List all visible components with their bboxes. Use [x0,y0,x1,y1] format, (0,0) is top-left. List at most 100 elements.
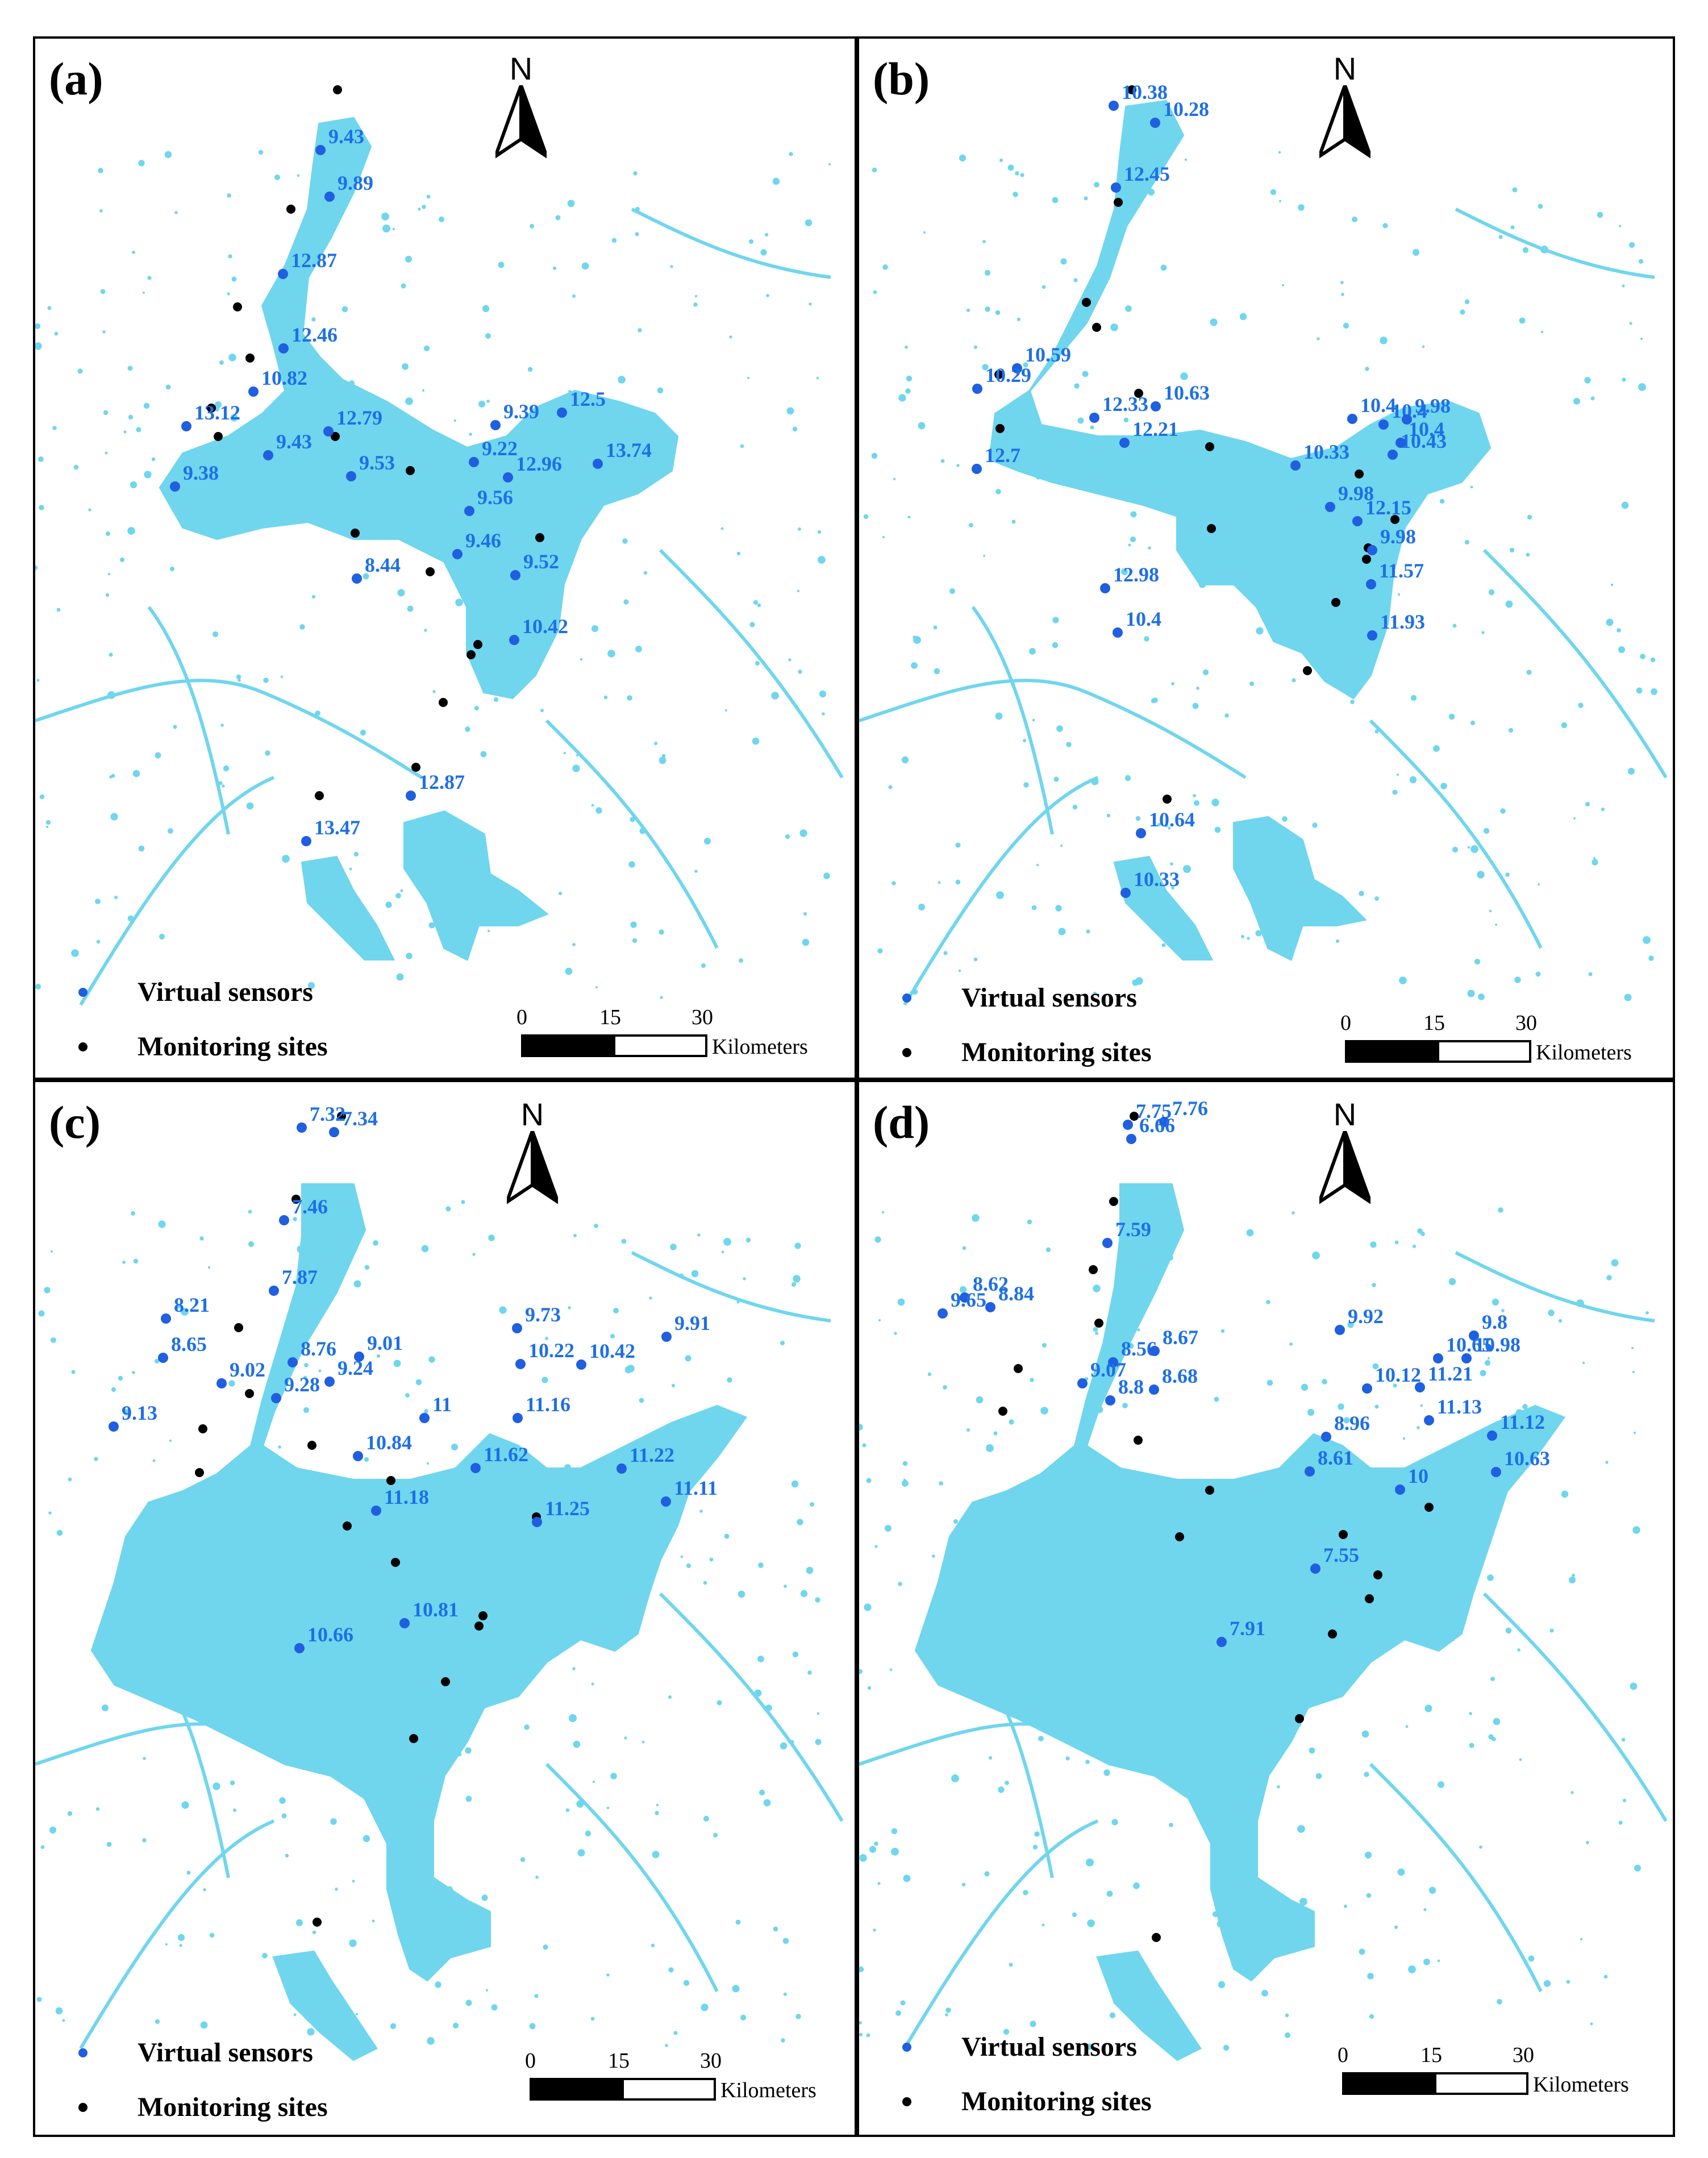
monitoring-site [1205,442,1214,451]
sensor-value-label: 8.61 [1318,1446,1353,1469]
sensor-value-label: 9.98 [1380,525,1416,548]
virtual-sensor [297,1122,307,1133]
scale-bar-white [622,2078,716,2101]
north-arrow-icon [1319,85,1370,159]
monitoring-site [1365,1594,1374,1603]
sensor-value-label: 10.81 [413,1598,459,1621]
sensor-value-label: 9.89 [338,172,373,194]
north-arrow-icon [495,85,547,159]
monitoring-site [535,533,544,542]
legend-virtual-sensors: Virtual sensors [961,2032,1137,2062]
sensor-value-label: 11.12 [1500,1411,1545,1433]
virtual-sensor [216,1378,227,1388]
panel-b: 10.38 10.28 12.45 10.59 10.29 12.7 12.33 10.63 1… [857,36,1675,1080]
virtual-sensor [288,1357,298,1367]
sensor-value-label: 9.98 [1338,482,1374,505]
monitoring-site [307,1441,316,1450]
north-label: N [1333,1096,1357,1132]
monitoring-site [1130,1112,1139,1121]
lake-map-a: 9.43 9.89 12.87 12.46 10.82 13.12 12.79 9.43 9.3… [35,85,844,1006]
sensor-value-label: 7.91 [1230,1617,1265,1640]
monitoring-site [1295,1714,1304,1723]
virtual-sensor [1366,579,1376,589]
monitoring-site [233,302,242,311]
monitoring-site [411,763,420,772]
legend-monitoring-sites: Monitoring sites [138,1032,328,1062]
monitoring-site [441,1677,450,1686]
virtual-sensor [515,1359,526,1369]
monitoring-site [1092,323,1101,332]
virtual-sensor-marker-icon [78,2048,88,2057]
virtual-sensor [616,1463,627,1474]
virtual-sensor [1108,1357,1118,1367]
virtual-sensor [1217,1637,1227,1647]
lake-body [90,1183,748,2061]
north-arrow-d: N [1319,1096,1370,1209]
sensor-value-label: 12.15 [1365,496,1411,519]
monitoring-site [406,466,415,475]
virtual-sensor [1310,1564,1320,1574]
panel-d: 7.75 7.76 6.66 7.59 8.62 9.65 8.84 8.56 8.67 9.07… [857,1080,1675,2137]
scale-tick-30: 30 [691,1005,713,1029]
sensor-value-label: 9.02 [230,1358,265,1381]
virtual-sensor [512,1323,522,1333]
monitoring-site [351,529,360,538]
virtual-sensor [1491,1467,1501,1477]
monitoring-site [426,567,435,576]
virtual-sensor [1395,438,1406,448]
river-network [35,207,844,1006]
sensor-value-label: 9.22 [482,437,518,460]
sensor-value-label: 8.62 [973,1273,1009,1295]
virtual-sensor [1402,414,1412,425]
monitoring-site [1390,515,1399,524]
sensor-value-label: 9.39 [503,400,539,423]
virtual-sensor [1089,413,1099,423]
monitoring-site [343,1521,352,1531]
virtual-sensor [509,635,519,645]
sensor-value-label: 12.98 [1113,563,1159,586]
sensor-value-label: 9.07 [1090,1358,1126,1381]
monitoring-site [198,1424,207,1433]
sensor-value-label: 10.4 [1126,608,1161,630]
sensor-value-label: 8.96 [1334,1412,1370,1434]
monitoring-site [333,85,342,94]
virtual-sensor [301,836,311,846]
monitoring-site [1331,598,1340,607]
sensor-value-label: 7.59 [1115,1218,1151,1241]
scale-tick-30: 30 [700,2049,722,2073]
sensor-value-label: 9.43 [276,430,312,453]
monitoring-site-marker-icon [902,2097,911,2106]
virtual-sensor [513,1413,523,1423]
monitoring-site [1082,298,1091,307]
virtual-sensor [399,1618,410,1628]
virtual-sensor [972,384,982,394]
monitoring-site [1114,198,1123,207]
sensor-value-label: 10.82 [261,367,307,389]
sensor-value-label: 10.43 [1401,430,1447,452]
monitoring-site [1163,795,1172,804]
virtual-sensor [1105,1395,1115,1406]
virtual-sensor-marker-icon [78,988,88,997]
sensor-value-label: 8.68 [1162,1365,1198,1387]
virtual-sensor [1126,1134,1136,1144]
north-arrow-b: N [1319,50,1370,164]
virtual-sensor [406,791,416,801]
virtual-sensor [1469,1330,1479,1341]
virtual-sensor [294,1643,305,1653]
virtual-sensor [557,408,567,418]
virtual-sensor [1149,1384,1159,1395]
virtual-sensor [1367,630,1377,641]
virtual-sensor [1150,118,1160,128]
sensor-value-label: 10.84 [366,1431,412,1454]
sensor-value-label: 13.12 [194,401,240,424]
monitoring-site [1094,1319,1103,1328]
scale-unit: Kilometers [1533,2073,1629,2097]
north-arrow-c: N [507,1096,558,1209]
sensor-value-label: 11.57 [1379,559,1424,582]
sensor-value-label: 7.32 [310,1103,345,1125]
sensor-value-label: 8.8 [1118,1375,1144,1398]
scale-bar-c: 0 15 30 Kilometers [525,2048,855,2105]
river-network [859,207,1668,1006]
monitoring-site [1152,1933,1161,1942]
